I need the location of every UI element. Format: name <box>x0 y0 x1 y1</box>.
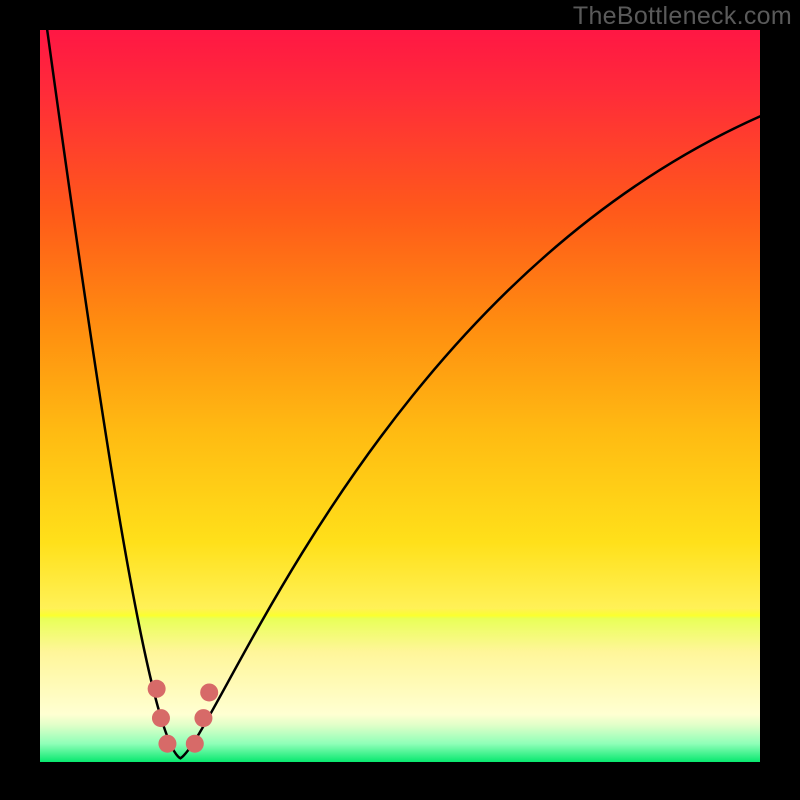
bottleneck-chart <box>40 30 760 762</box>
gradient-background <box>40 30 760 762</box>
watermark-text: TheBottleneck.com <box>573 2 792 31</box>
